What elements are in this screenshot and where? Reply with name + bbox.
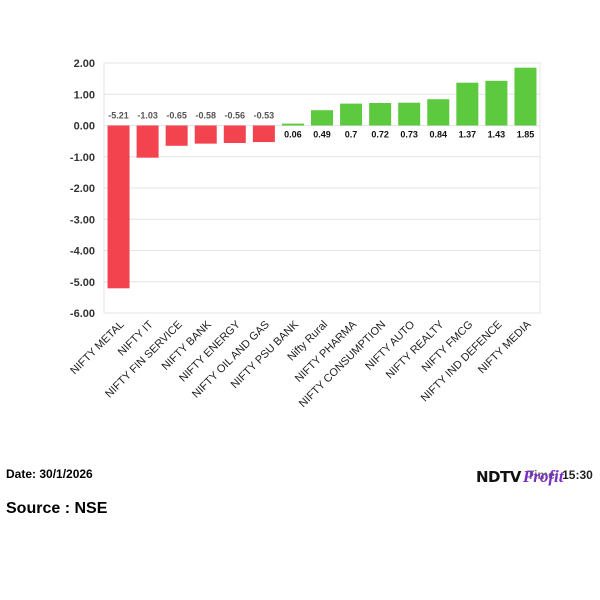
value-label: 0.72 (371, 130, 389, 140)
value-label: 1.37 (459, 130, 477, 140)
bar (398, 102, 421, 126)
y-tick-label: -6.00 (70, 308, 95, 320)
y-tick-label: -2.00 (70, 183, 95, 195)
y-tick-label: 1.00 (74, 89, 95, 101)
bar (485, 80, 508, 126)
y-tick-label: -5.00 (70, 277, 95, 289)
y-tick-label: -4.00 (70, 246, 95, 258)
value-label: -0.56 (225, 111, 246, 121)
date-label: Date: 30/1/2026 (6, 467, 93, 481)
bar (514, 67, 537, 126)
bar (107, 125, 130, 289)
value-label: 0.06 (284, 130, 302, 140)
y-tick-label: 0.00 (74, 121, 95, 133)
ndtv-profit-logo: NDTV Profit (476, 466, 564, 488)
value-label: 0.73 (400, 130, 418, 140)
bar (427, 99, 450, 126)
time-label: Time: 15:30 (527, 468, 593, 482)
value-label: -0.65 (166, 111, 187, 121)
bar (165, 125, 188, 146)
bar (456, 82, 479, 126)
bar (252, 125, 275, 143)
bar (281, 123, 304, 126)
bar (194, 125, 217, 144)
value-label: -1.03 (137, 111, 158, 121)
bar (136, 125, 159, 158)
value-label: -5.21 (108, 111, 129, 121)
sector-bar-chart: 2.00 1.00 0.00 -1.00 -2.00 -3.00 -4.00 -5.00 -6.… (68, 58, 541, 410)
value-label: 0.49 (313, 130, 331, 140)
value-label: 0.7 (345, 130, 358, 140)
bar (311, 110, 333, 126)
value-label: 0.84 (430, 130, 448, 140)
bar (223, 125, 246, 143)
y-tick-label: -3.00 (70, 214, 95, 226)
logo-ndtv-text: NDTV (476, 468, 521, 486)
y-tick-label: -1.00 (70, 152, 95, 164)
bar (369, 103, 392, 126)
value-label: 1.43 (488, 130, 506, 140)
value-label: -0.53 (254, 111, 275, 121)
value-label: -0.58 (195, 111, 216, 121)
category-label: NIFTY MEDIA (476, 318, 534, 376)
source-label: Source : NSE (6, 500, 108, 517)
logo-profit-text: Profit (522, 467, 564, 487)
y-tick-label: 2.00 (74, 58, 95, 70)
bar (340, 103, 363, 126)
value-label: 1.85 (517, 130, 535, 140)
